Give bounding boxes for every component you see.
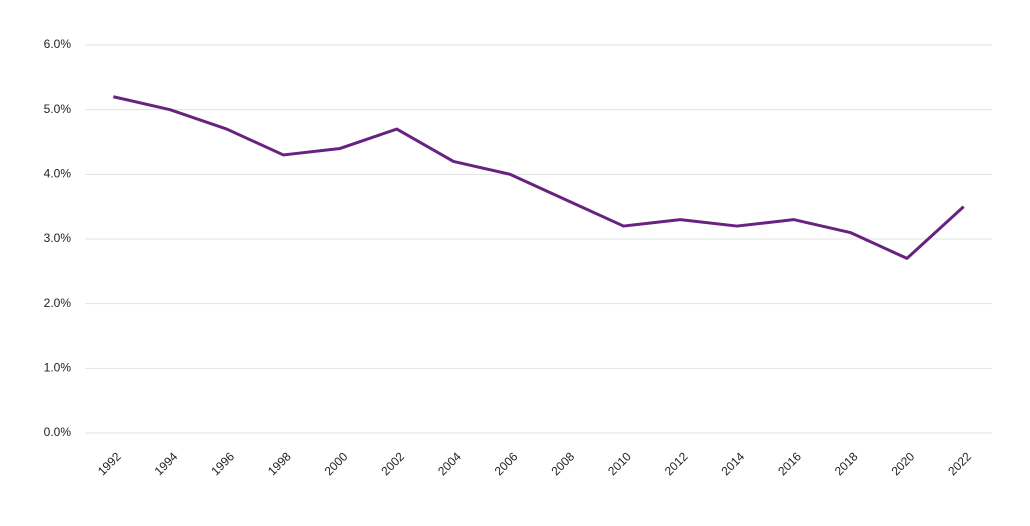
y-tick-label: 3.0% <box>44 231 72 245</box>
x-tick-label: 2012 <box>662 449 691 478</box>
y-tick-label: 5.0% <box>44 102 72 116</box>
x-tick-label: 2014 <box>718 449 747 478</box>
x-tick-label: 2006 <box>492 449 521 478</box>
x-tick-label: 2016 <box>775 449 804 478</box>
x-tick-label: 2020 <box>889 449 918 478</box>
x-tick-label: 2008 <box>548 449 577 478</box>
x-tick-label: 1992 <box>95 449 124 478</box>
x-tick-label: 2004 <box>435 449 464 478</box>
x-tick-label: 1998 <box>265 449 294 478</box>
x-tick-label: 2000 <box>322 449 351 478</box>
data-line <box>113 95 965 260</box>
x-tick-label: 1996 <box>208 449 237 478</box>
x-tick-label: 2002 <box>378 449 407 478</box>
y-tick-label: 0.0% <box>44 425 72 439</box>
x-tick-label: 2022 <box>945 449 974 478</box>
x-tick-label: 2018 <box>832 449 861 478</box>
y-tick-label: 6.0% <box>44 37 72 51</box>
y-tick-label: 1.0% <box>44 361 72 375</box>
x-tick-label: 1994 <box>152 449 181 478</box>
y-tick-label: 2.0% <box>44 296 72 310</box>
x-tick-label: 2010 <box>605 449 634 478</box>
y-tick-label: 4.0% <box>44 167 72 181</box>
